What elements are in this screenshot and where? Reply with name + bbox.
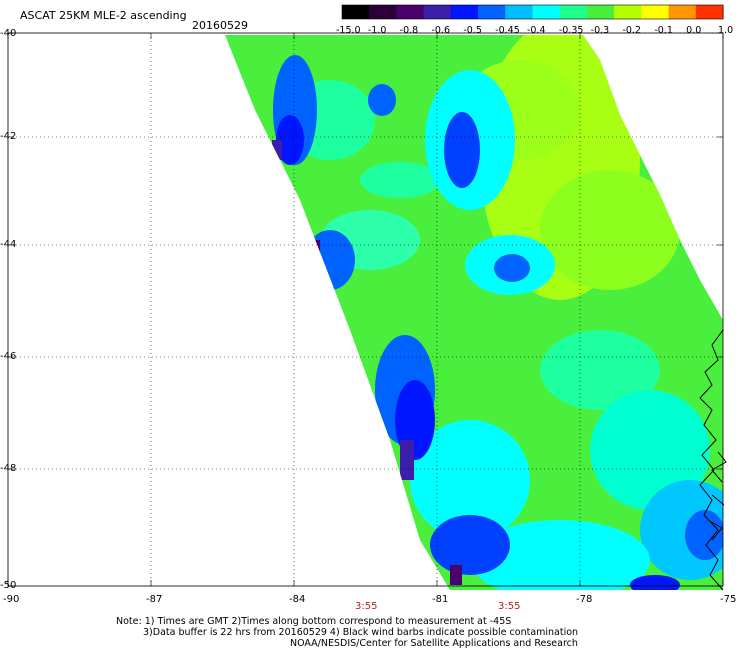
colorbar-swatch	[369, 5, 397, 19]
colorbar-swatch	[450, 5, 479, 19]
map-date: 20160529	[192, 19, 248, 32]
map-title: ASCAT 25KM MLE-2 ascending	[20, 9, 187, 22]
colorbar	[341, 4, 724, 20]
colorbar-label: -1.0	[367, 25, 387, 36]
colorbar-label: -0.35	[558, 25, 584, 36]
note-line-3: NOAA/NESDIS/Center for Satellite Applica…	[290, 638, 578, 649]
pass-time-label: 3:55	[355, 601, 378, 612]
swath	[225, 35, 723, 590]
colorbar-swatch	[478, 5, 506, 19]
lon-label: -87	[146, 594, 163, 605]
colorbar-swatch	[396, 5, 425, 19]
colorbar-label: -0.8	[399, 25, 419, 36]
colorbar-swatch	[532, 5, 561, 19]
lon-label: -81	[432, 594, 449, 605]
note-line-2: 3)Data buffer is 22 hrs from 20160529 4)…	[143, 627, 579, 638]
colorbar-label: -0.4	[527, 25, 546, 36]
lat-label: -42	[0, 131, 17, 142]
colorbar-swatch	[668, 5, 697, 19]
coastline	[699, 329, 727, 591]
colorbar-label: -0.1	[654, 25, 673, 36]
colorbar-label: -15.0	[336, 25, 361, 36]
colorbar-frame	[341, 4, 724, 20]
colorbar-swatch	[505, 5, 534, 19]
colorbar-label: -0.2	[622, 25, 642, 36]
pass-time-label: 3:55	[498, 601, 521, 612]
graticule	[7, 32, 724, 587]
colorbar-label: -0.5	[463, 25, 482, 36]
lat-label: -46	[0, 351, 17, 362]
colorbar-label: -0.45	[495, 25, 520, 36]
colorbar-label: 1.0	[718, 25, 734, 36]
lon-label: -90	[3, 594, 20, 605]
lon-label: -75	[720, 594, 737, 605]
colorbar-label: -0.3	[590, 25, 610, 36]
colorbar-swatch	[614, 5, 642, 19]
colorbar-swatch	[342, 5, 370, 19]
lon-label: -84	[289, 594, 306, 605]
lon-label: -78	[576, 594, 593, 605]
colorbar-swatch	[586, 5, 615, 19]
lat-label: -44	[0, 239, 17, 250]
colorbar-swatch	[695, 5, 724, 19]
note-line-1: Note: 1) Times are GMT 2)Times along bot…	[116, 616, 512, 627]
colorbar-swatch	[423, 5, 452, 19]
colorbar-swatch	[559, 5, 588, 19]
colorbar-swatch	[641, 5, 670, 19]
lat-label: -40	[0, 28, 17, 39]
lat-label: -48	[0, 463, 17, 474]
lat-label: -50	[0, 580, 17, 591]
colorbar-label: 0.0	[686, 25, 702, 36]
colorbar-label: -0.6	[431, 25, 451, 36]
